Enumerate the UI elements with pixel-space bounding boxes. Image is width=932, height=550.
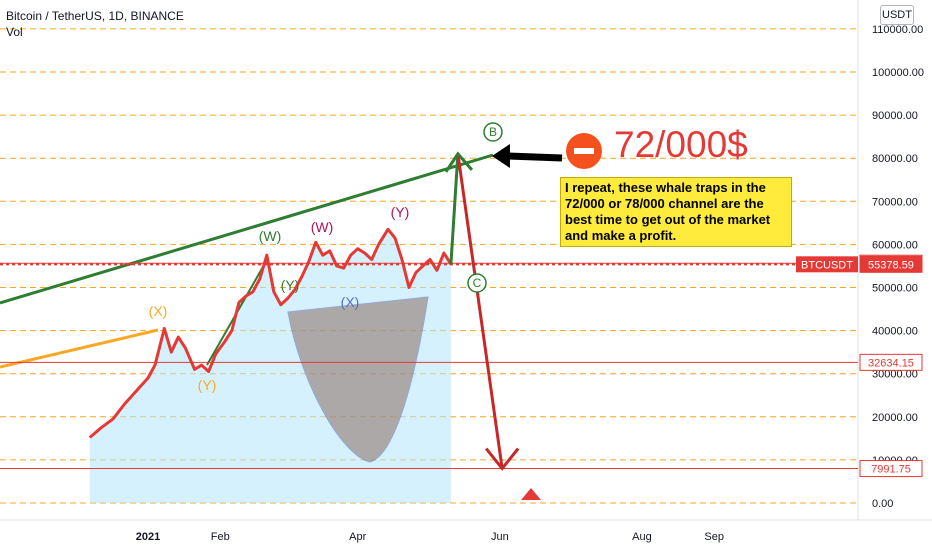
- note-box: I repeat, these whale traps in the 72/00…: [560, 177, 792, 247]
- wave-label: B: [489, 125, 497, 139]
- wave-label: (W): [259, 228, 282, 244]
- symbol-title: Bitcoin / TetherUS, 1D, BINANCE: [6, 9, 184, 23]
- price-tag: 55378.59: [868, 259, 914, 271]
- wave-label: (X): [341, 294, 360, 310]
- price-tag-box: [859, 255, 923, 273]
- arrow-head-up: [444, 151, 474, 173]
- pointer-arrow: [507, 152, 563, 162]
- stop-icon: [566, 133, 602, 169]
- volume-label: Vol: [6, 25, 23, 39]
- price-tag: 7991.75: [871, 464, 911, 476]
- wave-circle: [467, 273, 487, 293]
- y-tick-label: 70000.00: [872, 196, 918, 208]
- wave-label: (X): [149, 303, 168, 319]
- symbol-tag-box: [796, 256, 858, 273]
- price-tag: 32634.15: [868, 357, 914, 369]
- y-tick-label: 40000.00: [872, 326, 918, 338]
- wave-label: (W): [311, 219, 334, 235]
- currency-button[interactable]: USDT: [880, 5, 914, 25]
- x-tick-label: Aug: [632, 531, 652, 543]
- x-tick-label: Apr: [349, 531, 366, 543]
- pointer-arrow-head: [492, 144, 510, 168]
- projection-down: [456, 153, 504, 469]
- y-tick-label: 100000.00: [872, 67, 924, 79]
- arrow-head-down: [484, 447, 520, 471]
- price-tag-box: [859, 353, 923, 371]
- target-price: 72/000$: [614, 124, 748, 165]
- y-tick-label: 30000.00: [872, 369, 918, 381]
- y-tick-label: 90000.00: [872, 110, 918, 122]
- y-tick-label: 20000.00: [872, 412, 918, 424]
- x-tick-label: 2021: [136, 531, 160, 543]
- price-line: [88, 227, 453, 439]
- y-tick-label: 80000.00: [872, 153, 918, 165]
- x-tick-label: Jun: [491, 531, 509, 543]
- y-tick-label: 50000.00: [872, 283, 918, 295]
- wave-label: (Y): [391, 204, 410, 220]
- green-trendline: [0, 153, 494, 305]
- triangle-marker: [521, 488, 541, 500]
- y-tick-label: 0.00: [872, 498, 893, 510]
- projection-up: [449, 153, 460, 265]
- y-tick-label: 60000.00: [872, 239, 918, 251]
- x-tick-label: Sep: [704, 531, 724, 543]
- wave-circle: [483, 122, 503, 142]
- wave-label: (Y): [281, 277, 300, 293]
- orange-trendline: [0, 328, 159, 369]
- y-tick-label: 110000.00: [872, 24, 923, 36]
- cup-pattern: [287, 296, 429, 463]
- x-tick-label: Feb: [211, 531, 230, 543]
- price-tag-box: [859, 460, 923, 478]
- symbol-tag: BTCUSDT: [801, 259, 853, 271]
- wave-label: (Y): [198, 377, 217, 393]
- wave-label: C: [473, 276, 482, 290]
